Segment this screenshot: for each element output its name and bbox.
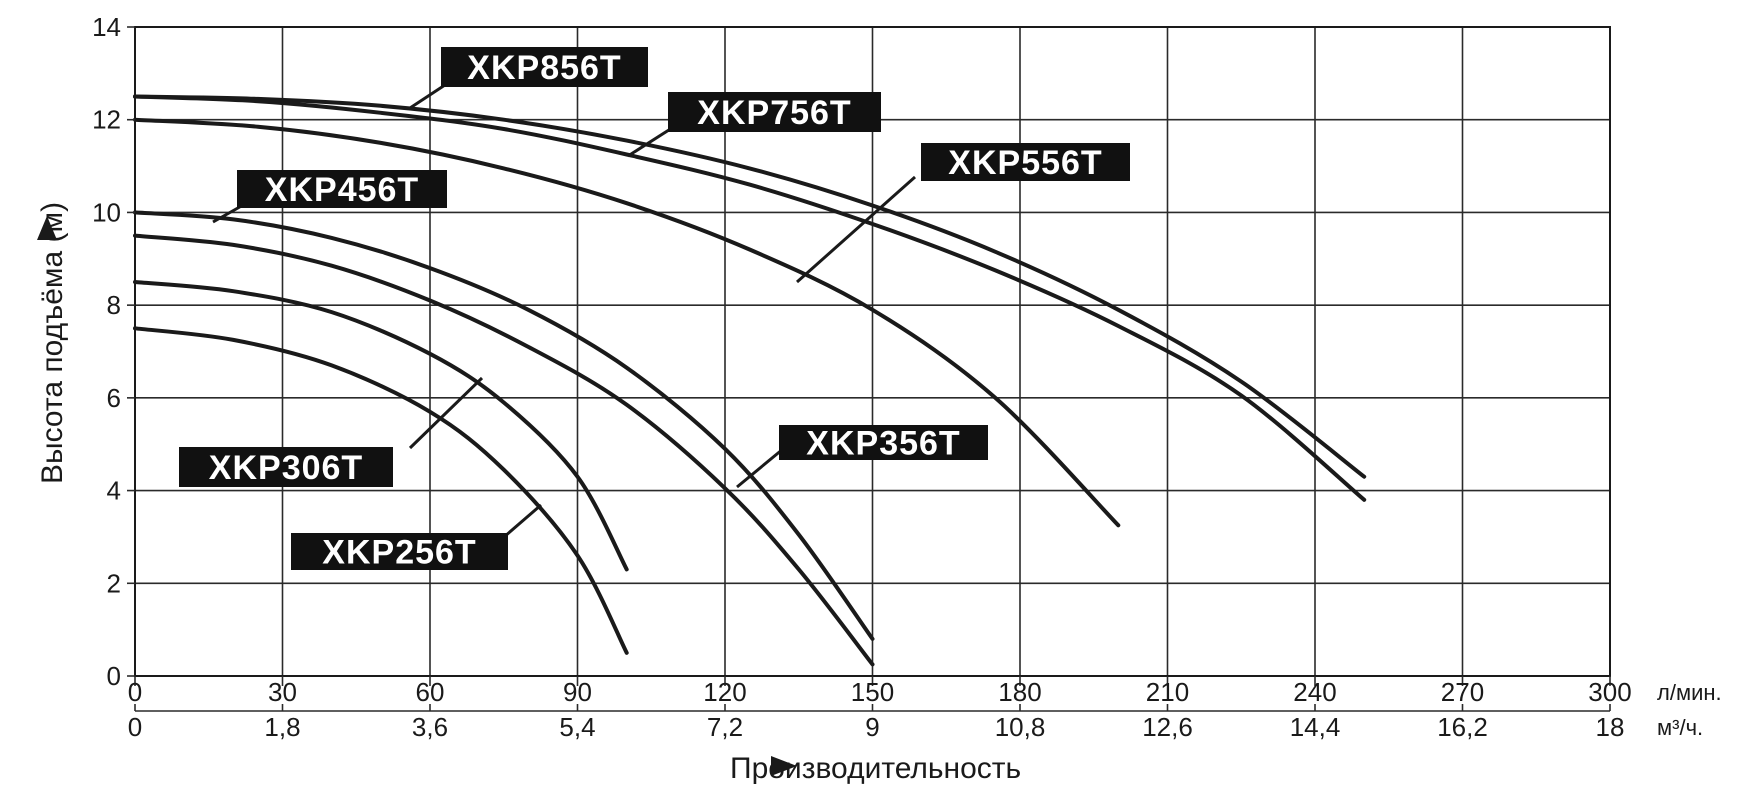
y-axis-arrow-icon <box>37 216 57 240</box>
leader-line-xkp356t <box>736 447 784 489</box>
x-tick-label-secondary: 5,4 <box>559 712 595 742</box>
leader-line-xkp556t <box>796 175 916 284</box>
x-tick-label-secondary: 0 <box>128 712 142 742</box>
label-xkp756t: XKP756T <box>697 94 851 132</box>
x-unit-secondary: м³/ч. <box>1657 715 1703 740</box>
label-box-xkp356t <box>779 425 988 460</box>
curve-xkp856t <box>133 94 1367 479</box>
label-box-xkp256t <box>291 533 508 570</box>
x-unit-primary: л/мин. <box>1657 680 1722 705</box>
label-xkp856t: XKP856T <box>467 49 621 87</box>
x-tick-label-primary: 30 <box>268 677 297 707</box>
curve-xkp306t <box>133 280 629 572</box>
curve-xkp556t <box>133 117 1121 528</box>
y-tick-label: 14 <box>92 12 121 42</box>
label-box-xkp306t <box>179 447 393 487</box>
x-tick-label-primary: 300 <box>1588 677 1631 707</box>
label-xkp456t: XKP456T <box>265 171 419 209</box>
x-tick-label-primary: 60 <box>416 677 445 707</box>
curve-xkp756t <box>133 94 1367 502</box>
label-box-xkp856t <box>441 47 648 87</box>
x-tick-label-secondary: 16,2 <box>1437 712 1488 742</box>
x-tick-label-primary: 150 <box>851 677 894 707</box>
x-tick-label-secondary: 7,2 <box>707 712 743 742</box>
y-tick-label: 12 <box>92 105 121 135</box>
label-xkp256t: XKP256T <box>322 534 476 572</box>
x-tick-label-primary: 0 <box>128 677 142 707</box>
curve-labels: XKP856T XKP756T XKP556T XKP456T XKP356T XKP30… <box>179 47 1130 572</box>
y-tick-label: 0 <box>107 661 121 691</box>
x-tick-label-primary: 90 <box>563 677 592 707</box>
x-tick-label-secondary: 9 <box>865 712 879 742</box>
x-tick-label-secondary: 1,8 <box>264 712 300 742</box>
label-box-xkp756t <box>668 92 881 132</box>
leader-line-xkp256t <box>503 503 542 539</box>
x-tick-label-secondary: 18 <box>1596 712 1625 742</box>
x-tick-label-primary: 180 <box>998 677 1041 707</box>
x-axis-arrow-icon <box>771 756 797 776</box>
label-xkp356t: XKP356T <box>806 425 960 463</box>
x-tick-label-primary: 210 <box>1146 677 1189 707</box>
x-tick-label-secondary: 3,6 <box>412 712 448 742</box>
curves <box>133 94 1367 667</box>
curve-xkp456t <box>133 210 875 641</box>
x-tick-label-secondary: 14,4 <box>1290 712 1341 742</box>
label-box-xkp556t <box>921 143 1130 181</box>
leader-line-xkp756t <box>627 126 673 158</box>
x-tick-label-secondary: 12,6 <box>1142 712 1193 742</box>
x-tick-label-primary: 240 <box>1293 677 1336 707</box>
y-tick-label: 6 <box>107 383 121 413</box>
y-tick-label: 10 <box>92 197 121 227</box>
x-tick-label-primary: 120 <box>703 677 746 707</box>
y-tick-label: 4 <box>107 476 121 506</box>
y-tick-label: 2 <box>107 568 121 598</box>
leader-line-xkp856t <box>409 81 449 110</box>
leader-line-xkp306t <box>408 376 484 450</box>
axes: л/мин. м³/ч. Производительность Высота п… <box>36 12 1722 785</box>
label-xkp306t: XKP306T <box>209 449 363 487</box>
label-box-xkp456t <box>237 170 447 208</box>
y-axis-title: Высота подъёма (м) <box>36 202 69 484</box>
y-tick-label: 8 <box>107 290 121 320</box>
curve-xkp256t <box>133 326 629 655</box>
x-tick-label-secondary: 10,8 <box>995 712 1046 742</box>
label-xkp556t: XKP556T <box>948 144 1102 182</box>
curve-xkp356t <box>133 233 875 667</box>
x-tick-label-primary: 270 <box>1441 677 1484 707</box>
